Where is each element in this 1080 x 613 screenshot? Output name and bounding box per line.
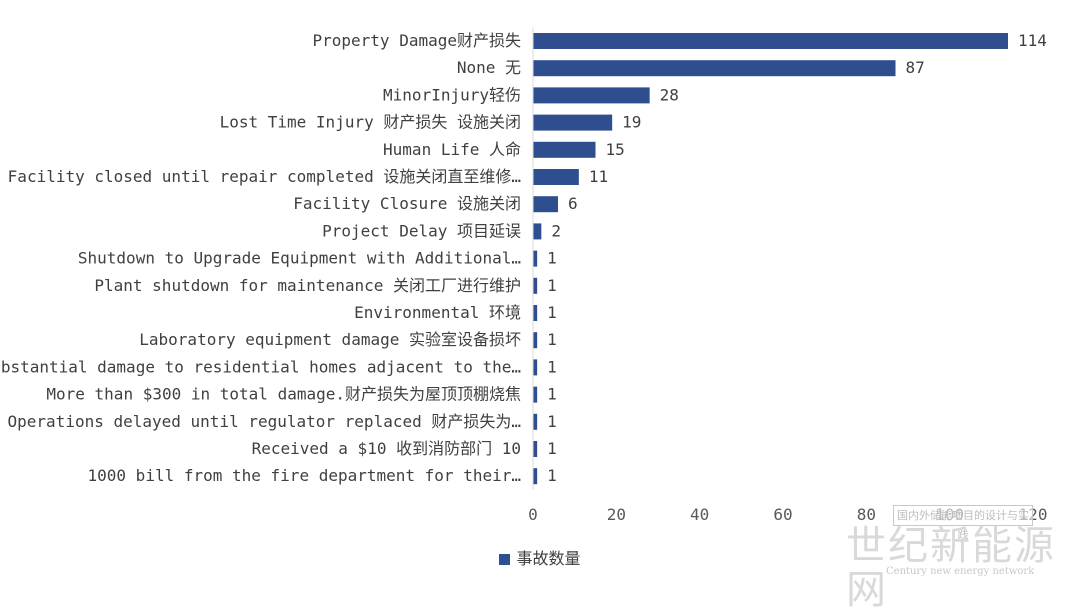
bar <box>533 359 538 376</box>
category-label: Lost Time Injury 财产损失 设施关闭 <box>220 113 521 132</box>
category-label: Substantial damage to residential homes … <box>0 357 521 376</box>
legend-swatch <box>499 554 511 565</box>
category-label: More than $300 in total damage.财产损失为屋顶顶棚… <box>46 385 521 404</box>
category-label: Human Life 人命 <box>383 140 521 159</box>
bar <box>533 413 538 430</box>
category-label: MinorInjury轻伤 <box>383 85 521 104</box>
value-label: 1 <box>547 412 557 431</box>
category-label: Facility Closure 设施关闭 <box>293 194 521 213</box>
category-label: Property Damage财产损失 <box>313 31 522 50</box>
watermark-brand-en: Century new energy network <box>886 566 1035 577</box>
value-label: 28 <box>660 85 679 104</box>
x-tick-label: 40 <box>690 505 709 524</box>
value-label: 1 <box>547 385 557 404</box>
value-label: 1 <box>547 303 557 322</box>
bar-chart: Property Damage财产损失 None 无 MinorInjury轻伤 Lo… <box>0 27 1047 524</box>
bar <box>533 386 538 403</box>
bar <box>533 169 579 185</box>
category-label: 1000 bill from the fire department for t… <box>88 466 521 485</box>
category-label: Received a $10 收到消防部门 10 <box>252 439 521 458</box>
bars <box>533 33 1008 485</box>
legend: 事故数量 <box>0 545 1080 569</box>
bar <box>533 141 596 158</box>
x-tick-label: 80 <box>857 505 876 524</box>
category-label: Shutdown to Upgrade Equipment with Addit… <box>78 249 521 268</box>
bar <box>533 332 538 349</box>
bar <box>533 250 538 267</box>
bar <box>533 305 538 321</box>
legend-label: 事故数量 <box>516 549 581 568</box>
x-tick-label: 0 <box>528 505 538 524</box>
value-label: 6 <box>568 194 578 213</box>
value-label: 11 <box>589 167 608 186</box>
category-labels: Property Damage财产损失 None 无 MinorInjury轻伤 Lo… <box>0 31 521 485</box>
bar <box>533 223 542 240</box>
value-label: 1 <box>547 330 557 349</box>
bar <box>533 441 538 457</box>
value-label: 1 <box>547 276 557 295</box>
value-label: 1 <box>547 249 557 268</box>
category-label: Facility closed until repair completed 设… <box>8 167 521 186</box>
x-tick-label: 20 <box>607 505 626 524</box>
value-label: 114 <box>1018 31 1047 50</box>
category-label: Environmental 环境 <box>354 303 521 322</box>
bar <box>533 33 1008 49</box>
bar <box>533 114 613 131</box>
value-label: 15 <box>606 140 625 159</box>
bar <box>533 60 896 77</box>
value-label: 19 <box>622 113 641 132</box>
value-label: 1 <box>547 466 557 485</box>
value-label: 2 <box>551 221 561 240</box>
category-label: Operations delayed until regulator repla… <box>8 412 521 431</box>
category-label: Project Delay 项目延误 <box>322 221 521 240</box>
bar <box>533 277 538 294</box>
category-label: None 无 <box>457 58 521 77</box>
bar <box>533 468 538 485</box>
watermark-caption: 国内外储能项目的设计与实践 <box>893 505 1033 541</box>
chart: Property Damage财产损失 None 无 MinorInjury轻伤 Lo… <box>0 27 1080 612</box>
bar <box>533 87 650 104</box>
value-label: 87 <box>906 58 925 77</box>
category-label: Plant shutdown for maintenance 关闭工厂进行维护 <box>94 276 521 295</box>
category-label: Laboratory equipment damage 实验室设备损坏 <box>139 330 521 349</box>
value-label: 1 <box>547 439 557 458</box>
bar <box>533 196 558 213</box>
x-tick-label: 60 <box>773 505 792 524</box>
value-label: 1 <box>547 357 557 376</box>
